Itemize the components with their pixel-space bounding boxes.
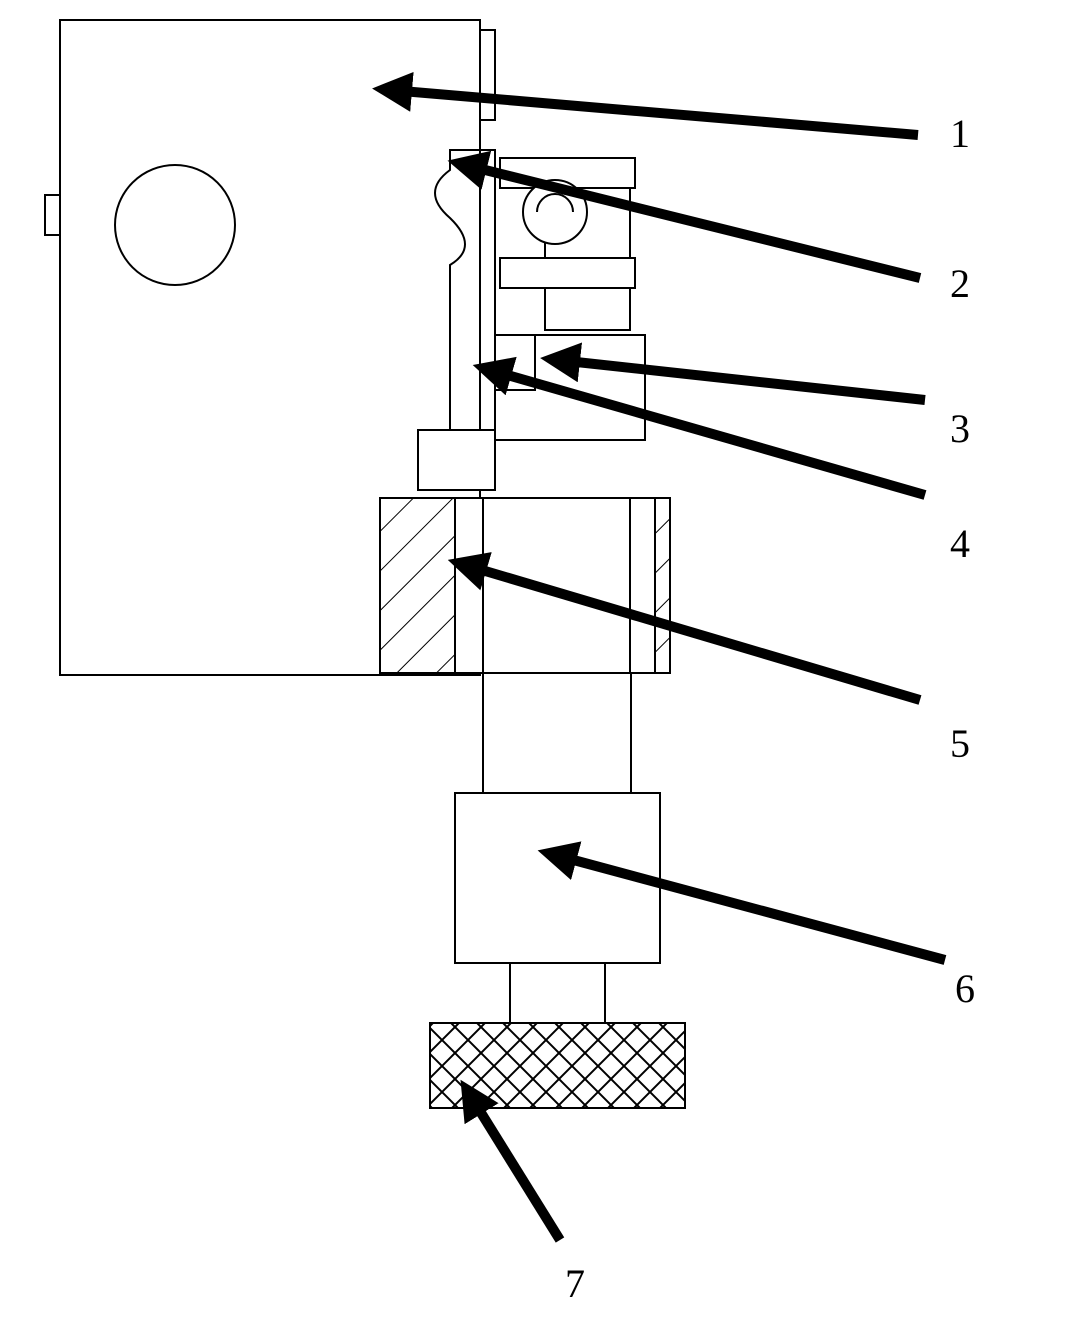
shaft-lower — [510, 963, 605, 1023]
roller-mount-bottom-bar — [500, 258, 635, 288]
label-4: 4 — [950, 520, 970, 567]
sleeve-hatch-left — [380, 498, 455, 673]
label-1: 1 — [950, 110, 970, 157]
shaft-upper — [483, 673, 631, 793]
sleeve-inner-left-wall — [455, 498, 483, 673]
block-under-wavy — [418, 430, 495, 490]
label-3: 3 — [950, 405, 970, 452]
arrow-6 — [555, 855, 945, 960]
arrow-1 — [390, 90, 918, 135]
label-2: 2 — [950, 260, 970, 307]
sleeve-inner-right-wall — [630, 498, 655, 673]
label-6: 6 — [955, 965, 975, 1012]
knob-circle — [115, 165, 235, 285]
arrow-3 — [558, 360, 925, 400]
diagram-canvas — [0, 0, 1067, 1317]
arrow-5 — [465, 565, 920, 700]
wavy-panel — [435, 150, 495, 430]
knurl-foot — [430, 1023, 685, 1108]
left-tab — [45, 195, 60, 235]
label-5: 5 — [950, 720, 970, 767]
arrow-7 — [470, 1095, 560, 1240]
tray-bracket — [495, 335, 645, 440]
side-plate-right — [480, 30, 495, 120]
label-7: 7 — [565, 1260, 585, 1307]
sleeve-hatch-right — [655, 498, 670, 673]
